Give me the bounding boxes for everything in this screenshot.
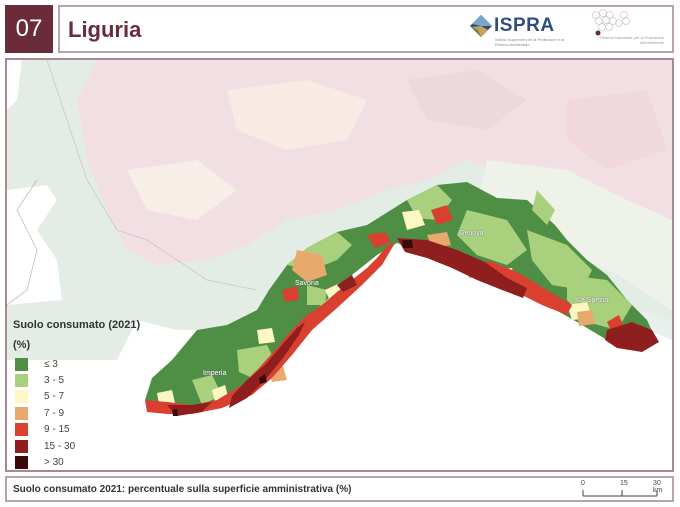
legend-label: 15 - 30 <box>44 440 76 452</box>
legend-item: 7 - 9 <box>13 405 153 421</box>
legend-label: 9 - 15 <box>44 424 70 436</box>
choropleth-map <box>7 60 672 470</box>
city-label-la-spezia: La Spezia <box>577 297 609 304</box>
legend-title: Suolo consumato (2021) <box>13 319 141 331</box>
ispra-diamond-icon <box>470 15 492 37</box>
legend-item: 15 - 30 <box>13 438 153 454</box>
scale-bar-line <box>582 490 658 497</box>
legend-unit: (%) <box>13 339 31 351</box>
legend-swatch <box>15 390 28 404</box>
legend-swatch <box>15 374 28 388</box>
legend-swatch <box>15 357 28 371</box>
page-title: Liguria <box>68 17 142 42</box>
legend-label: 3 - 5 <box>44 375 65 387</box>
legend-swatch <box>15 456 28 470</box>
city-label-savona: Savona <box>295 280 319 287</box>
legend-label: > 30 <box>44 457 64 469</box>
legend-label: 5 - 7 <box>44 391 65 403</box>
map-caption: Suolo consumato 2021: percentuale sulla … <box>13 484 352 495</box>
scale-bar: 0 15 30 km <box>581 480 667 500</box>
snpa-subtitle: Sistema Nazionale per la Protezione dell… <box>599 35 664 45</box>
legend-item: > 30 <box>13 454 153 470</box>
scale-label-15: 15 <box>620 480 628 487</box>
ispra-subtitle: Istituto Superiore per la Protezione e l… <box>495 37 565 47</box>
city-label-genova: Genova <box>459 230 484 237</box>
chapter-number-badge: 07 <box>5 5 53 53</box>
map-legend: Suolo consumato (2021) (%) ≤ 3 3 - 5 5 -… <box>13 318 153 470</box>
snpa-logo: Sistema Nazionale per la Protezione dell… <box>588 9 668 51</box>
legend-swatch <box>15 423 28 437</box>
legend-label: 7 - 9 <box>44 407 65 419</box>
legend-swatch <box>15 406 28 420</box>
legend-item: ≤ 3 <box>13 356 153 372</box>
legend-item: 3 - 5 <box>13 372 153 388</box>
footer-caption-box: Suolo consumato 2021: percentuale sulla … <box>5 476 674 502</box>
city-label-imperia: Imperia <box>203 370 227 377</box>
legend-item: 5 - 7 <box>13 389 153 405</box>
legend-item: 9 - 15 <box>13 422 153 438</box>
header-title-box: Liguria ISPRA Istituto Superiore per la … <box>58 5 674 53</box>
scale-label-30: 30 km <box>653 480 663 494</box>
ispra-logo: ISPRA Istituto Superiore per la Protezio… <box>468 13 568 49</box>
map-frame: Genova Savona La Spezia Imperia Suolo co… <box>5 58 674 472</box>
legend-label: ≤ 3 <box>44 358 58 370</box>
snpa-hexagon-icon <box>592 9 630 36</box>
chapter-number: 07 <box>15 15 43 42</box>
ispra-name: ISPRA <box>494 15 555 36</box>
scale-label-0: 0 <box>581 480 585 487</box>
legend-swatch <box>15 439 28 453</box>
